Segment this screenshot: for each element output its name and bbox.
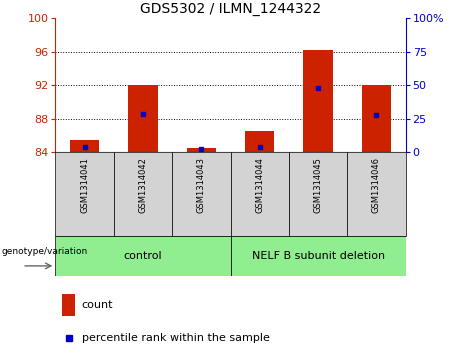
Bar	[289, 152, 347, 236]
Bar	[230, 236, 406, 276]
Text: NELF B subunit deletion: NELF B subunit deletion	[252, 251, 384, 261]
Bar	[230, 152, 289, 236]
Bar	[55, 236, 230, 276]
Title: GDS5302 / ILMN_1244322: GDS5302 / ILMN_1244322	[140, 2, 321, 16]
Text: GSM1314045: GSM1314045	[313, 157, 323, 212]
Text: GSM1314046: GSM1314046	[372, 157, 381, 213]
Bar	[172, 152, 230, 236]
Text: percentile rank within the sample: percentile rank within the sample	[82, 333, 270, 343]
Bar	[347, 152, 406, 236]
Bar	[362, 85, 391, 152]
Text: GSM1314042: GSM1314042	[138, 157, 148, 212]
Text: GSM1314041: GSM1314041	[80, 157, 89, 212]
Bar	[303, 50, 333, 152]
Text: GSM1314044: GSM1314044	[255, 157, 264, 212]
Bar	[55, 152, 114, 236]
Text: control: control	[124, 251, 162, 261]
Bar	[62, 294, 75, 316]
Bar	[245, 131, 274, 152]
Text: count: count	[82, 300, 113, 310]
Bar	[114, 152, 172, 236]
Text: genotype/variation: genotype/variation	[1, 247, 87, 256]
Bar	[187, 148, 216, 152]
Bar	[70, 140, 99, 152]
Bar	[128, 85, 158, 152]
Text: GSM1314043: GSM1314043	[197, 157, 206, 213]
